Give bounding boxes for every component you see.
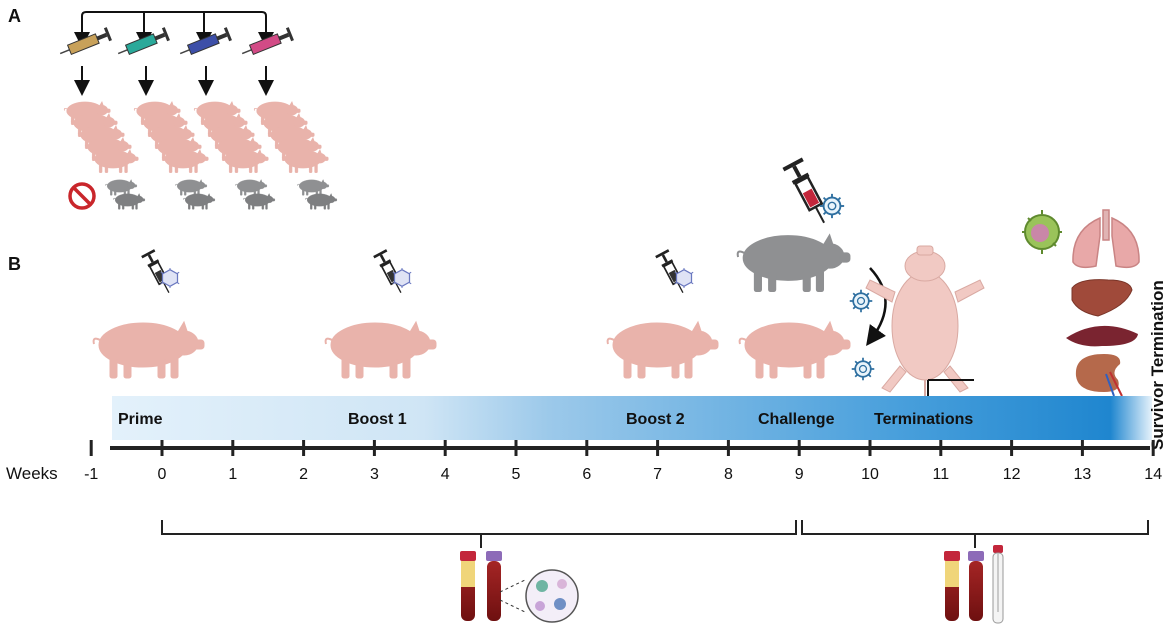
challenged-pig xyxy=(738,321,851,379)
week-tick-label: 11 xyxy=(932,466,949,483)
pig-icon xyxy=(105,179,138,196)
swab-tube-icon xyxy=(992,545,1004,624)
phase-challenge: Challenge xyxy=(758,411,835,428)
weeks-axis-label: Weeks xyxy=(6,464,58,483)
pig-icon xyxy=(243,193,276,210)
pig-icon xyxy=(91,148,139,174)
lymph-node-icon xyxy=(1022,210,1062,254)
pig-group xyxy=(63,100,139,174)
vaccinated-pig-groups xyxy=(63,100,329,174)
blood-tube-icon xyxy=(486,551,502,621)
week-tick-label: 0 xyxy=(158,466,167,483)
kidney-icon xyxy=(1075,354,1123,397)
week-tick-label: 2 xyxy=(299,466,308,483)
week-tick-label: 4 xyxy=(441,466,450,483)
necropsy-pig-icon xyxy=(865,245,985,398)
pig-icon xyxy=(175,179,208,196)
week-tick-label: 7 xyxy=(653,466,662,483)
pig-icon xyxy=(113,193,146,210)
study-phase-band xyxy=(112,396,1152,440)
syringe-icon xyxy=(179,27,232,56)
sentinel-pair xyxy=(175,179,216,210)
boost2-pig xyxy=(606,248,719,379)
top-bracket xyxy=(74,11,274,48)
panel-b: B xyxy=(6,157,1167,624)
syringe-icon xyxy=(782,157,825,224)
week-tick-label: 1 xyxy=(228,466,237,483)
pig-icon xyxy=(235,179,268,196)
pig-icon xyxy=(221,148,269,174)
cells-magnified-icon xyxy=(499,569,579,623)
pig-icon xyxy=(281,148,329,174)
pig-icon xyxy=(305,193,338,210)
syringe-icon xyxy=(241,27,294,56)
panel-a-letter: A xyxy=(8,6,21,26)
virus-icon xyxy=(818,192,846,220)
week-tick-label: 13 xyxy=(1074,466,1092,483)
week-tick-label: -1 xyxy=(84,466,98,483)
boost1-pig xyxy=(324,248,437,379)
virus-icon xyxy=(848,288,874,314)
pig-icon xyxy=(161,148,209,174)
week-tick-label: 14 xyxy=(1144,466,1162,483)
week-tick-label: 8 xyxy=(724,466,733,483)
survivor-termination-label: Survivor Termination xyxy=(1148,280,1167,450)
lower-arrows xyxy=(74,66,274,96)
week-tick-label: 10 xyxy=(861,466,879,483)
vaccine-syringe-row xyxy=(59,27,294,56)
lung-icon xyxy=(1072,209,1140,269)
sentinel-pair xyxy=(235,179,276,210)
week-tick-label: 5 xyxy=(512,466,521,483)
week-tick-label: 9 xyxy=(795,466,804,483)
virus-icon xyxy=(850,356,876,382)
pig-group xyxy=(253,100,329,174)
syringe-icon xyxy=(59,27,112,56)
week-tick-label: 6 xyxy=(582,466,591,483)
week-tick-label: 12 xyxy=(1003,466,1021,483)
blood-tube-icon xyxy=(460,551,476,621)
liver-icon xyxy=(1071,279,1133,317)
transmission-arrow xyxy=(866,267,887,347)
sentinel-pig-groups xyxy=(105,179,338,210)
sampling-bracket-pre xyxy=(161,520,797,548)
pig-icon xyxy=(738,321,851,379)
pig-icon xyxy=(736,233,851,293)
challenge-donor-pig xyxy=(736,157,851,293)
sentinel-pair xyxy=(105,179,146,210)
pig-icon xyxy=(183,193,216,210)
spleen-icon xyxy=(1066,325,1138,347)
pig-icon xyxy=(297,179,330,196)
phase-boost2: Boost 2 xyxy=(626,411,685,428)
phase-terminations: Terminations xyxy=(874,411,973,428)
panel-a: A xyxy=(8,6,338,210)
prime-pig xyxy=(92,248,205,379)
blood-tube-icon xyxy=(968,551,984,621)
syringe-icon xyxy=(117,27,170,56)
phase-boost1: Boost 1 xyxy=(348,411,407,428)
phase-prime: Prime xyxy=(118,411,163,428)
week-tick-label: 3 xyxy=(370,466,379,483)
no-symbol-icon xyxy=(68,182,96,210)
pig-icon xyxy=(606,321,719,379)
pig-icon xyxy=(92,321,205,379)
blood-tube-icon xyxy=(944,551,960,621)
week-ticks: -1 0 1 2 3 4 5 6 7 8 9 10 11 12 13 14 xyxy=(84,440,1162,483)
sampling-bracket-post xyxy=(801,520,1149,548)
sentinel-pair xyxy=(297,179,338,210)
pig-icon xyxy=(324,321,437,379)
panel-b-letter: B xyxy=(8,254,21,274)
